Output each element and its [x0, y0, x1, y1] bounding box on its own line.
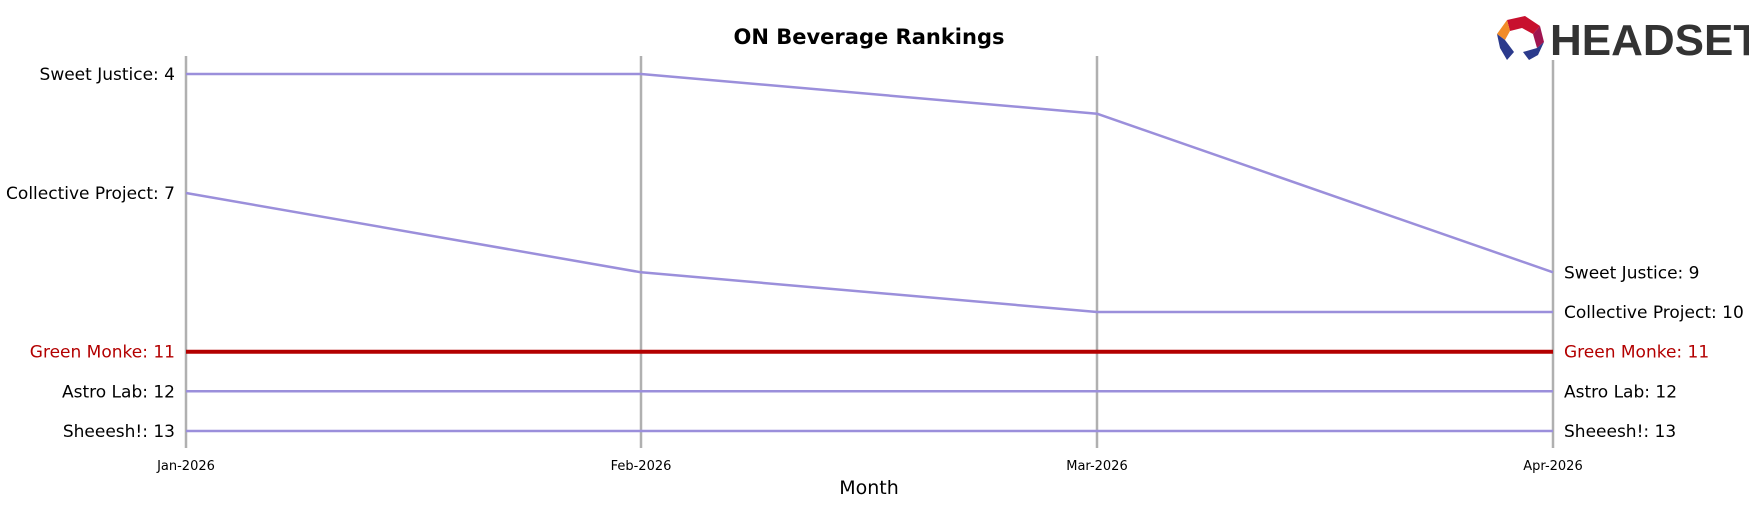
- end-label: Green Monke: 11: [1564, 343, 1709, 363]
- x-tick-label: Jan-2026: [156, 459, 215, 474]
- start-label: Astro Lab: 12: [62, 382, 175, 402]
- end-label: Collective Project: 10: [1564, 303, 1744, 323]
- end-label: Sheeesh!: 13: [1564, 422, 1676, 442]
- logo-text: HEADSET: [1550, 16, 1749, 65]
- start-label: Sweet Justice: 4: [40, 65, 175, 85]
- series-line: [186, 72, 1554, 274]
- x-tick-label: Apr-2026: [1523, 459, 1582, 474]
- x-tick-label: Feb-2026: [611, 459, 672, 474]
- end-label: Sweet Justice: 9: [1564, 263, 1699, 283]
- series-line: [185, 191, 1553, 314]
- headset-logo: HEADSET: [1497, 16, 1749, 65]
- chart-title: ON Beverage Rankings: [734, 25, 1005, 49]
- end-label: Astro Lab: 12: [1564, 382, 1677, 402]
- headset-hexagon-icon: [1497, 16, 1544, 60]
- start-label: Sheeesh!: 13: [63, 422, 175, 442]
- start-label: Green Monke: 11: [30, 343, 175, 363]
- label-layer: Sweet Justice: 4 Sweet Justice: 9 Collecti…: [6, 65, 1744, 442]
- grid-layer: [184, 56, 1555, 448]
- start-label: Collective Project: 7: [6, 184, 175, 204]
- series-layer: [185, 72, 1554, 433]
- x-tick-label: Mar-2026: [1066, 459, 1127, 474]
- x-axis-label: Month: [839, 477, 899, 499]
- tick-layer: Jan-2026 Feb-2026 Mar-2026 Apr-2026: [156, 459, 1583, 474]
